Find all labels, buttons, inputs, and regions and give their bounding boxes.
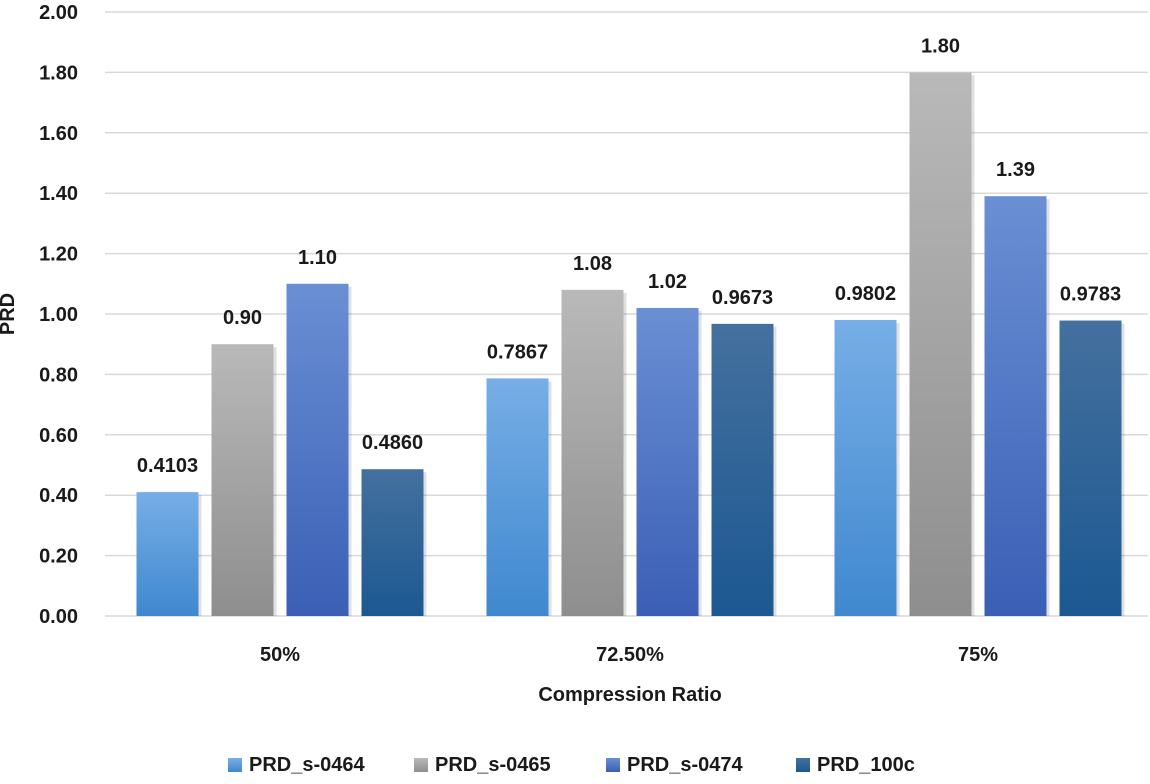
bar-PRD_100c-72.50%	[711, 323, 774, 616]
bar-PRD_s-0474-75%	[984, 196, 1047, 616]
bar-PRD_s-0464-75%	[834, 319, 897, 616]
x-axis-title: Compression Ratio	[538, 684, 721, 706]
x-tick-label: 75%	[958, 644, 998, 666]
bar-PRD_s-0465-75%	[909, 72, 972, 616]
legend-swatch	[796, 758, 810, 772]
bar-PRD_s-0465-50%	[211, 344, 274, 616]
x-tick-label: 72.50%	[596, 644, 664, 666]
data-labels: 0.4103 0.90 1.10 0.4860 0.7867 1.08 1.02 0.9673…	[137, 35, 1121, 477]
legend-entry: PRD_100c	[817, 754, 915, 776]
bar-PRD_s-0464-72.50%	[486, 378, 549, 616]
y-axis-ticks: 0.00 0.20 0.40 0.60 0.80 1.00 1.20 1.40 1.60 1.80…	[39, 2, 78, 628]
y-tick-label: 0.60	[39, 425, 78, 447]
y-tick-label: 0.40	[39, 485, 78, 507]
bar-PRD_s-0474-72.50%	[636, 307, 699, 616]
data-label: 0.9783	[1060, 284, 1121, 306]
bar-PRD_s-0465-72.50%	[561, 289, 624, 616]
y-tick-label: 0.80	[39, 364, 78, 386]
data-label: 0.4860	[362, 432, 423, 454]
data-label: 0.4103	[137, 455, 198, 477]
data-label: 1.39	[996, 159, 1035, 181]
y-tick-label: 0.00	[39, 606, 78, 628]
bar-PRD_s-0474-50%	[286, 283, 349, 616]
x-axis-ticks: 50% 72.50% 75%	[260, 644, 998, 666]
data-label: 1.02	[648, 271, 687, 293]
y-tick-label: 1.80	[39, 62, 78, 84]
y-tick-label: 1.20	[39, 244, 78, 266]
legend-swatch	[606, 758, 620, 772]
data-label: 1.80	[921, 35, 960, 57]
legend-swatch	[414, 758, 428, 772]
data-label: 1.10	[298, 247, 337, 269]
y-tick-label: 1.60	[39, 123, 78, 145]
y-axis-title: PRD	[0, 293, 19, 335]
data-label: 0.9673	[712, 287, 773, 309]
legend-entry: PRD_s-0465	[435, 754, 551, 776]
legend: PRD_s-0464 PRD_s-0465 PRD_s-0474 PRD_100c	[228, 754, 915, 776]
data-label: 1.08	[573, 253, 612, 275]
x-tick-label: 50%	[260, 644, 300, 666]
bars	[136, 72, 1125, 616]
bar-PRD_100c-50%	[361, 469, 424, 616]
data-label: 0.9802	[835, 283, 896, 305]
bar-PRD_s-0464-50%	[136, 492, 199, 616]
legend-entry: PRD_s-0464	[249, 754, 366, 776]
y-tick-label: 0.20	[39, 546, 78, 568]
y-tick-label: 1.00	[39, 304, 78, 326]
bar-PRD_100c-75%	[1059, 320, 1122, 616]
y-tick-label: 2.00	[39, 2, 78, 24]
legend-swatch	[228, 758, 242, 772]
legend-entry: PRD_s-0474	[627, 754, 744, 776]
gridlines	[105, 11, 1148, 617]
data-label: 0.90	[223, 307, 262, 329]
y-tick-label: 1.40	[39, 183, 78, 205]
data-label: 0.7867	[487, 341, 548, 363]
